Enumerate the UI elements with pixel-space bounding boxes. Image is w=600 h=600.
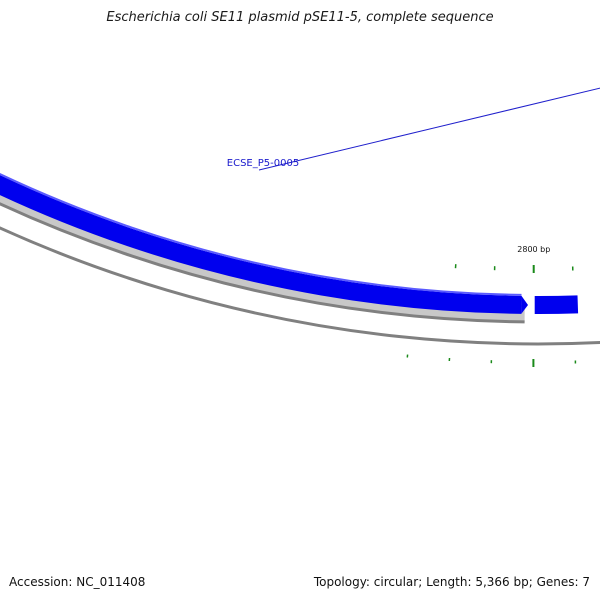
gene-arrowhead <box>521 295 528 314</box>
tick-label-2800: 2800 bp <box>517 245 550 254</box>
gene-label: ECSE_P5-0005 <box>227 158 299 169</box>
gene-next <box>534 295 579 315</box>
gene-label-leader <box>258 87 600 171</box>
summary-text: Topology: circular; Length: 5,366 bp; Ge… <box>313 575 590 589</box>
gene-ECSE_P5-0005 <box>0 175 522 314</box>
bp-ruler: 3250 bp3200 bp3150 bp3100 bp3050 bp3000 … <box>406 245 577 367</box>
gene-track <box>0 172 579 315</box>
outer-circle-line <box>0 226 600 346</box>
accession-text: Accession: NC_011408 <box>9 575 146 589</box>
gene-edge <box>0 172 522 296</box>
gene-labels: ECSE_P5-0005 <box>227 87 600 171</box>
backbone-outer-line <box>0 202 525 324</box>
map-title: Escherichia coli SE11 plasmid pSE11-5, c… <box>106 10 494 25</box>
